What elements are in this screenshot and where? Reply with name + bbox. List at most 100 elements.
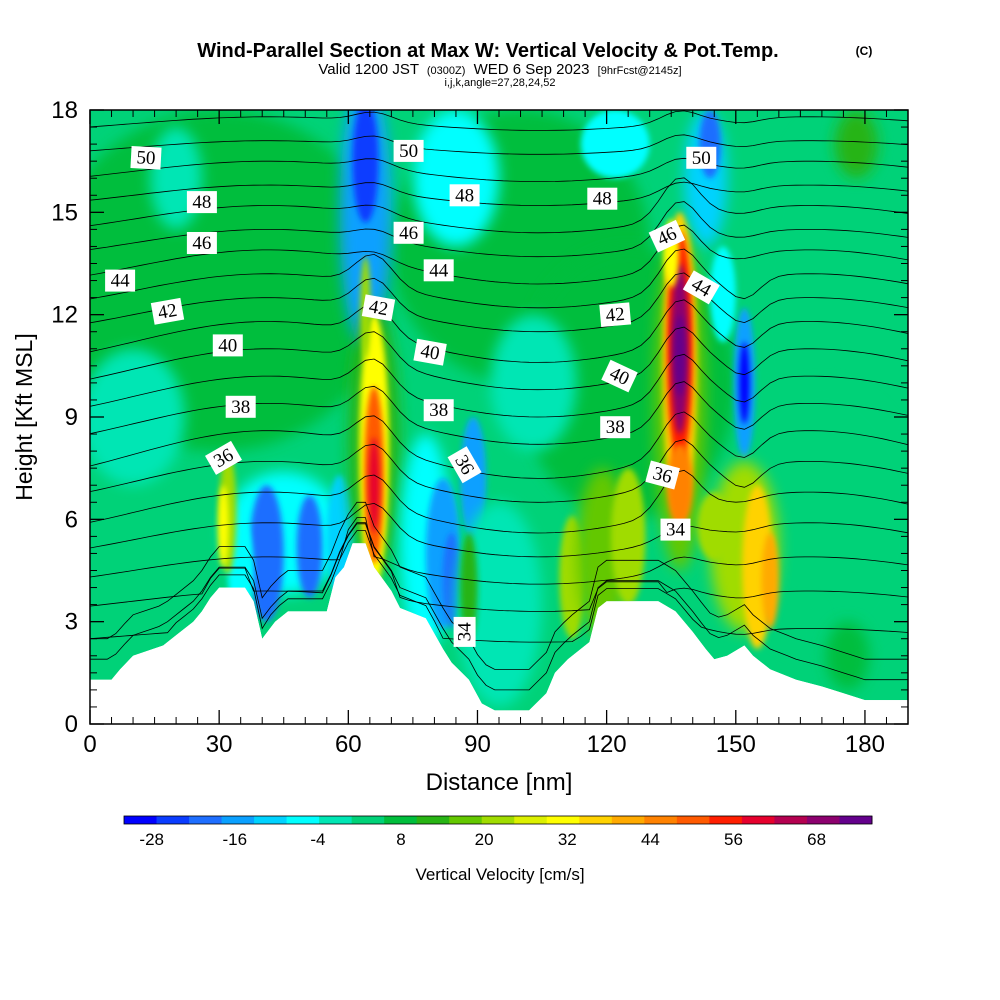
contour-label-text: 50 — [399, 141, 418, 162]
colorbar-swatch — [839, 816, 873, 824]
x-tick-label: 30 — [206, 731, 233, 758]
chart-subtitle: Valid 1200 JST (0300Z) WED 6 Sep 2023 [9… — [318, 61, 681, 78]
contour-label: 42 — [150, 297, 185, 325]
isentrope-line — [90, 157, 908, 182]
colorbar-swatch — [514, 816, 548, 824]
contour-label-text: 48 — [455, 185, 474, 206]
contour-label: 34 — [453, 616, 476, 647]
contour-label: 38 — [225, 395, 256, 418]
colorbar-frame — [123, 815, 873, 825]
x-tick-label: 90 — [464, 731, 491, 758]
y-tick-label: 6 — [65, 506, 78, 533]
velocity-cell — [739, 342, 750, 424]
contour-label-text: 36 — [651, 463, 675, 488]
isentrope-line — [90, 501, 908, 670]
colorbar-swatch — [481, 816, 515, 824]
contour-label-text: 44 — [111, 271, 131, 292]
contour-label-text: 46 — [399, 223, 418, 244]
velocity-cell — [352, 110, 379, 223]
x-tick-label: 150 — [716, 731, 756, 758]
colorbar-tick-label: 44 — [641, 830, 660, 849]
colorbar-swatch — [546, 816, 580, 824]
y-axis-label: Height [Kft MSL] — [11, 333, 37, 500]
colorbar-tick-label: -16 — [223, 830, 248, 849]
contour-label: 40 — [212, 334, 243, 357]
velocity-cell — [90, 348, 185, 486]
velocity-cell — [455, 502, 543, 707]
vertical-velocity-field — [90, 110, 908, 707]
colorbar-swatch — [611, 816, 645, 824]
velocity-cell — [218, 485, 229, 568]
contour-label: 46 — [393, 221, 424, 244]
velocity-cell — [150, 127, 202, 230]
y-tick-label: 15 — [51, 199, 78, 226]
contour-label: 42 — [361, 294, 396, 322]
isentrope-line — [90, 224, 908, 285]
contour-label-text: 38 — [606, 417, 625, 438]
isentrope-line — [90, 177, 908, 234]
contour-label: 40 — [601, 359, 638, 393]
y-tick-label: 12 — [51, 302, 78, 329]
subtitle-date: WED 6 Sep 2023 — [474, 61, 590, 78]
isentrope-line — [90, 530, 908, 643]
velocity-cell — [490, 314, 577, 452]
velocity-cell — [710, 246, 736, 342]
velocity-cell — [460, 533, 478, 643]
colorbar-swatch — [579, 816, 613, 824]
contour-label: 48 — [587, 187, 618, 210]
contour-label-text: 50 — [136, 147, 156, 169]
contour-label: 44 — [105, 269, 136, 292]
colorbar: -28 -16 -4 8 20 32 44 56 68 — [123, 815, 873, 849]
colorbar-swatch — [774, 816, 808, 824]
isentrope-line — [90, 411, 908, 479]
velocity-cell — [580, 110, 650, 179]
colorbar-swatch — [644, 816, 678, 824]
velocity-cell — [787, 601, 822, 670]
contour-label: 38 — [600, 416, 631, 439]
colorbar-swatch — [709, 816, 743, 824]
contour-label: 34 — [660, 518, 691, 541]
subtitle-valid: Valid 1200 JST — [318, 61, 418, 78]
velocity-cell — [611, 468, 646, 605]
colorbar-tick-label: -28 — [139, 830, 164, 849]
colorbar-tick-label: 56 — [724, 830, 743, 849]
contour-label-text: 40 — [218, 335, 237, 356]
y-tick-label: 0 — [65, 711, 78, 738]
colorbar-swatch — [254, 816, 288, 824]
isentrope-line — [90, 248, 908, 309]
contour-label: 42 — [599, 302, 632, 327]
contour-label: 50 — [393, 139, 424, 162]
isentrope-line — [90, 299, 908, 363]
contour-label: 46 — [186, 232, 217, 254]
contour-label: 48 — [449, 184, 480, 207]
velocity-cell — [368, 437, 380, 533]
colorbar-swatch — [189, 816, 223, 824]
velocity-cell — [666, 444, 693, 527]
isentrope-line — [90, 201, 908, 258]
isentrope-line — [90, 353, 908, 418]
colorbar-swatch — [384, 816, 418, 824]
velocity-cell — [826, 621, 870, 690]
contour-label: 50 — [130, 146, 162, 170]
contour-label-text: 42 — [367, 296, 389, 320]
colorbar-swatch — [286, 816, 320, 824]
velocity-cell — [296, 495, 323, 598]
colorbar-swatch — [449, 816, 483, 824]
velocity-cell — [761, 532, 779, 629]
y-tick-label: 18 — [51, 97, 78, 124]
contour-label-text: 42 — [156, 300, 178, 324]
isentrope-line — [90, 272, 908, 333]
contour-label: 36 — [645, 460, 680, 490]
contour-label-text: 38 — [429, 400, 448, 421]
x-axis-label: Distance [nm] — [426, 769, 573, 796]
contour-label-text: 34 — [455, 622, 476, 642]
contour-label-text: 34 — [666, 520, 686, 541]
x-tick-label: 60 — [335, 731, 362, 758]
x-tick-label: 0 — [83, 731, 96, 758]
contour-label: 50 — [686, 146, 717, 169]
contour-label-text: 42 — [605, 304, 626, 327]
colorbar-tick-label: 68 — [807, 830, 826, 849]
velocity-cell — [834, 110, 878, 179]
